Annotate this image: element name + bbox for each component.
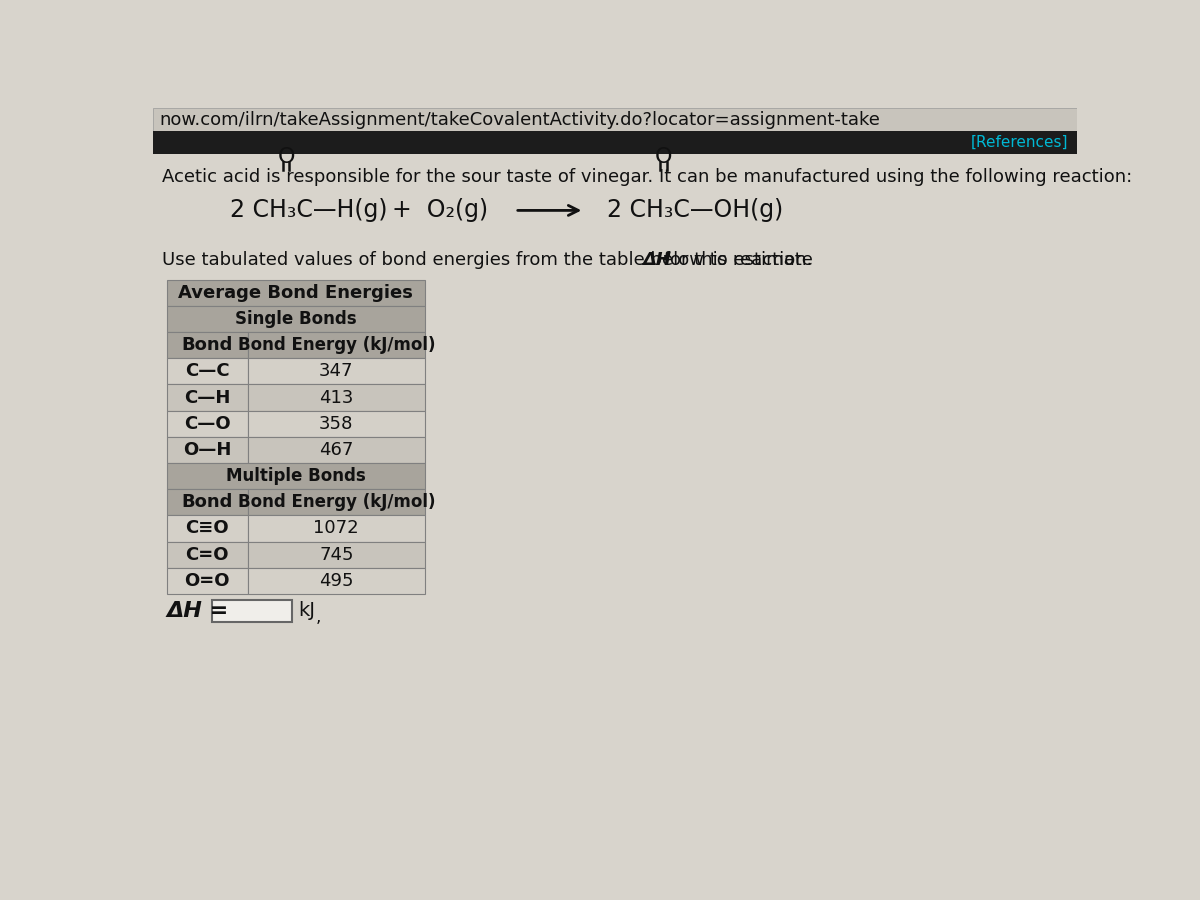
Text: 2 CH₃C—OH(g): 2 CH₃C—OH(g): [607, 198, 784, 222]
Text: 2 CH₃C—H(g): 2 CH₃C—H(g): [230, 198, 388, 222]
FancyBboxPatch shape: [167, 280, 425, 306]
FancyBboxPatch shape: [247, 358, 425, 384]
FancyBboxPatch shape: [247, 436, 425, 463]
FancyBboxPatch shape: [167, 436, 247, 463]
Text: Multiple Bonds: Multiple Bonds: [226, 467, 366, 485]
Text: Bond: Bond: [181, 493, 233, 511]
FancyBboxPatch shape: [247, 542, 425, 568]
Text: Average Bond Energies: Average Bond Energies: [179, 284, 413, 302]
FancyBboxPatch shape: [167, 490, 247, 516]
Text: Bond Energy (kJ/mol): Bond Energy (kJ/mol): [238, 337, 436, 355]
Text: O: O: [655, 147, 672, 166]
Text: for this reaction.: for this reaction.: [658, 251, 812, 269]
FancyBboxPatch shape: [167, 568, 247, 594]
Text: ΔH =: ΔH =: [167, 601, 229, 621]
Text: 413: 413: [319, 389, 354, 407]
Text: C=O: C=O: [186, 545, 229, 563]
Text: O—H: O—H: [184, 441, 232, 459]
Text: C—O: C—O: [184, 415, 230, 433]
Text: Acetic acid is responsible for the sour taste of vinegar. It can be manufactured: Acetic acid is responsible for the sour …: [162, 168, 1133, 186]
FancyBboxPatch shape: [247, 332, 425, 358]
Text: 467: 467: [319, 441, 354, 459]
FancyBboxPatch shape: [167, 516, 247, 542]
FancyBboxPatch shape: [247, 568, 425, 594]
FancyBboxPatch shape: [167, 332, 247, 358]
FancyBboxPatch shape: [167, 384, 247, 410]
FancyBboxPatch shape: [167, 358, 247, 384]
Text: 1072: 1072: [313, 519, 359, 537]
Text: Single Bonds: Single Bonds: [235, 310, 356, 328]
FancyBboxPatch shape: [167, 306, 425, 332]
Text: C—H: C—H: [184, 389, 230, 407]
Text: +  O₂(g): + O₂(g): [391, 198, 488, 222]
Text: C—C: C—C: [185, 363, 229, 381]
FancyBboxPatch shape: [154, 154, 1078, 801]
Text: [References]: [References]: [971, 135, 1068, 150]
FancyBboxPatch shape: [167, 410, 247, 436]
Text: 347: 347: [319, 363, 354, 381]
FancyBboxPatch shape: [154, 108, 1078, 131]
Text: ,: ,: [316, 608, 320, 626]
FancyBboxPatch shape: [167, 542, 247, 568]
Text: Bond: Bond: [181, 337, 233, 355]
FancyBboxPatch shape: [247, 490, 425, 516]
Text: ΔH: ΔH: [642, 251, 671, 269]
Text: now.com/ilrn/takeAssignment/takeCovalentActivity.do?locator=assignment-take: now.com/ilrn/takeAssignment/takeCovalent…: [160, 111, 880, 129]
FancyBboxPatch shape: [211, 600, 293, 622]
Text: O: O: [277, 147, 295, 166]
Text: kJ: kJ: [299, 601, 316, 620]
Text: 745: 745: [319, 545, 354, 563]
FancyBboxPatch shape: [247, 516, 425, 542]
FancyBboxPatch shape: [154, 131, 1078, 154]
Text: O=O: O=O: [185, 572, 230, 590]
FancyBboxPatch shape: [247, 410, 425, 436]
FancyBboxPatch shape: [167, 463, 425, 490]
Text: 358: 358: [319, 415, 354, 433]
Text: Bond Energy (kJ/mol): Bond Energy (kJ/mol): [238, 493, 436, 511]
Text: 495: 495: [319, 572, 354, 590]
FancyBboxPatch shape: [247, 384, 425, 410]
Text: C≡O: C≡O: [186, 519, 229, 537]
Text: Use tabulated values of bond energies from the table below to estimate: Use tabulated values of bond energies fr…: [162, 251, 818, 269]
